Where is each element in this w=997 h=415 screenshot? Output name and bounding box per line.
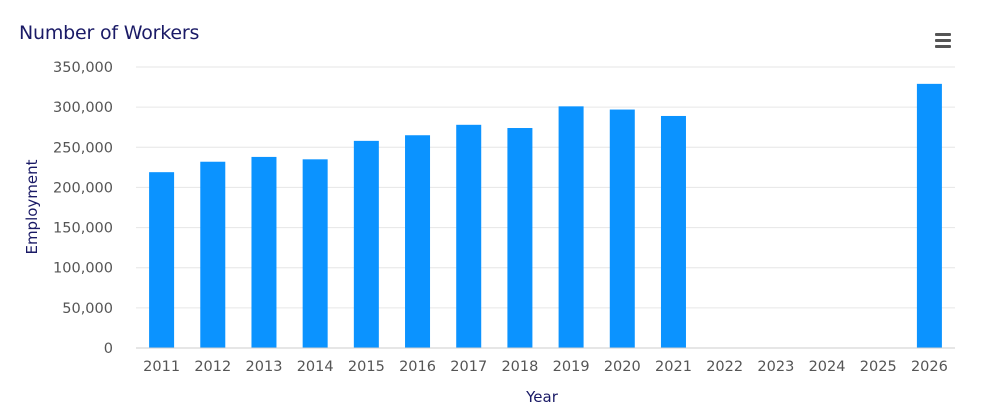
y-axis-ticks: 0 50,000 100,000 150,000 200,000 250,000 300,0… xyxy=(53,60,113,357)
y-tick-label: 200,000 xyxy=(53,180,113,196)
x-tick-label: 2011 xyxy=(143,359,180,375)
bar-2019[interactable] xyxy=(558,106,584,348)
bar-2017[interactable] xyxy=(456,124,482,348)
y-tick-label: 150,000 xyxy=(53,221,113,237)
bar-2012[interactable] xyxy=(200,161,226,348)
bar-2021[interactable] xyxy=(660,115,686,348)
bar-2015[interactable] xyxy=(353,140,379,348)
hamburger-menu-icon[interactable] xyxy=(930,30,956,54)
y-tick-label: 0 xyxy=(104,341,113,357)
bar-2016[interactable] xyxy=(405,135,431,348)
bar-2026[interactable] xyxy=(916,83,942,349)
x-tick-label: 2022 xyxy=(706,359,743,375)
x-tick-label: 2017 xyxy=(450,359,487,375)
x-tick-label: 2015 xyxy=(348,359,385,375)
bar-2018[interactable] xyxy=(507,128,533,348)
y-tick-label: 350,000 xyxy=(53,60,113,76)
y-tick-label: 50,000 xyxy=(62,301,113,317)
x-tick-label: 2021 xyxy=(655,359,692,375)
x-tick-label: 2016 xyxy=(399,359,436,375)
chart-title: Number of Workers xyxy=(19,22,200,44)
x-tick-label: 2025 xyxy=(860,359,897,375)
x-tick-label: 2013 xyxy=(246,359,283,375)
x-tick-label: 2026 xyxy=(911,359,948,375)
x-tick-label: 2018 xyxy=(501,359,538,375)
x-axis-title: Year xyxy=(525,388,559,406)
gridlines xyxy=(136,66,955,309)
x-axis-ticks: 2011 2012 2013 2014 2015 2016 2017 2018 2019 2020… xyxy=(143,359,948,375)
y-tick-label: 300,000 xyxy=(53,100,113,116)
x-tick-label: 2019 xyxy=(553,359,590,375)
bar-2020[interactable] xyxy=(609,109,635,349)
y-tick-label: 100,000 xyxy=(53,261,113,277)
bar-2013[interactable] xyxy=(251,156,277,348)
x-tick-label: 2023 xyxy=(757,359,794,375)
y-axis-title: Employment xyxy=(23,159,41,254)
y-tick-label: 250,000 xyxy=(53,140,113,156)
bar-2011[interactable] xyxy=(149,172,175,348)
bars xyxy=(149,83,942,349)
x-tick-label: 2024 xyxy=(809,359,846,375)
x-tick-label: 2020 xyxy=(604,359,641,375)
bar-2014[interactable] xyxy=(302,159,328,348)
x-tick-label: 2012 xyxy=(194,359,231,375)
x-tick-label: 2014 xyxy=(297,359,334,375)
